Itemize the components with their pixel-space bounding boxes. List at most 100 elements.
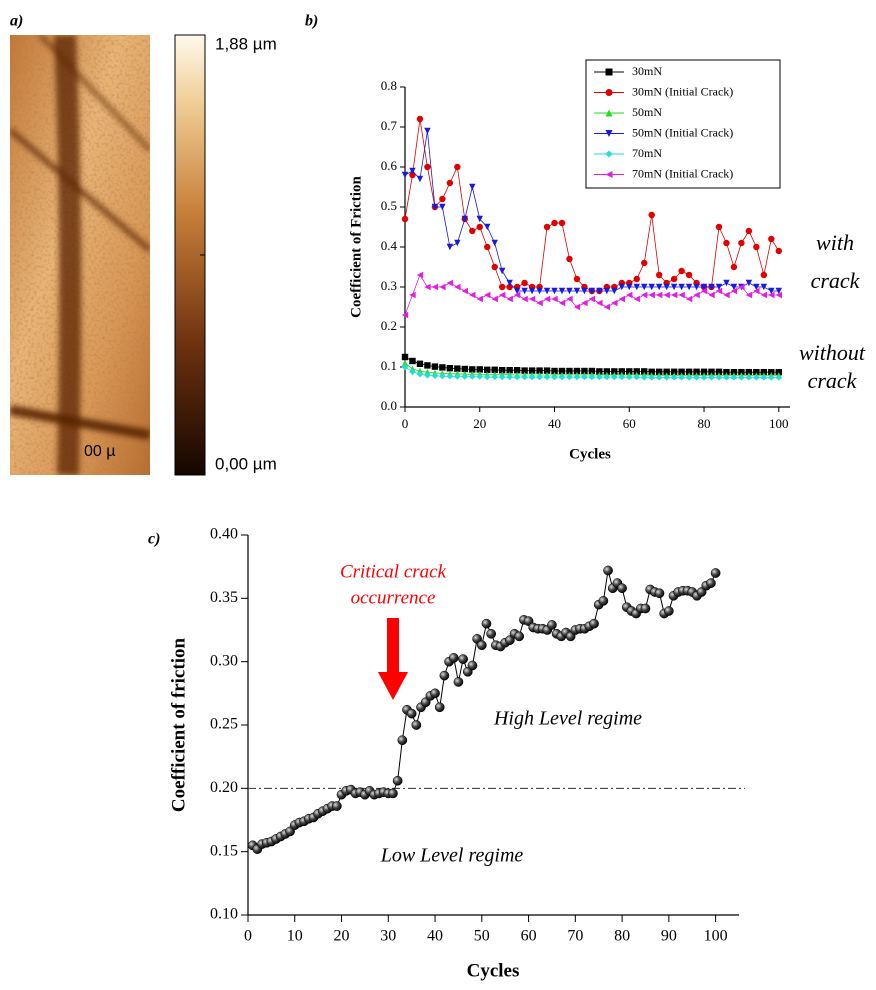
marker — [331, 801, 342, 811]
marker — [611, 299, 618, 307]
marker — [581, 373, 588, 381]
y-tick-label: 0.3 — [381, 278, 397, 293]
marker — [439, 373, 446, 380]
panel-label: b) — [305, 13, 318, 30]
x-tick-label: 60 — [623, 416, 636, 431]
x-tick-label: 50 — [474, 928, 490, 945]
afm-image — [10, 35, 150, 475]
marker — [430, 688, 440, 699]
marker — [439, 364, 446, 371]
marker — [424, 163, 431, 171]
marker — [446, 179, 454, 187]
marker — [598, 596, 609, 606]
x-tick-label: 30 — [380, 928, 396, 945]
marker — [723, 291, 730, 299]
marker — [670, 368, 678, 375]
marker — [401, 311, 409, 319]
marker — [605, 89, 613, 96]
marker — [573, 373, 581, 381]
marker — [685, 283, 693, 291]
marker — [424, 372, 431, 379]
marker — [469, 183, 476, 191]
marker — [416, 175, 424, 183]
marker — [605, 109, 613, 117]
marker — [476, 366, 483, 373]
marker — [513, 367, 521, 374]
marker — [513, 287, 521, 295]
marker — [596, 373, 603, 381]
marker — [528, 287, 536, 295]
marker — [678, 368, 685, 375]
marker — [424, 283, 431, 291]
marker — [491, 366, 498, 373]
marker — [663, 368, 670, 375]
marker — [566, 287, 573, 295]
marker — [626, 368, 633, 375]
y-axis-title: Coefficient of Friction — [348, 176, 364, 318]
marker — [558, 287, 566, 295]
marker — [633, 295, 640, 303]
marker — [434, 702, 445, 713]
marker — [439, 670, 450, 681]
x-tick-label: 20 — [473, 416, 486, 431]
x-tick-label: 80 — [698, 416, 711, 431]
marker — [486, 628, 497, 639]
marker — [416, 271, 424, 279]
legend-label: 30mN — [632, 64, 662, 78]
marker — [685, 368, 693, 375]
marker — [498, 291, 506, 299]
marker — [640, 603, 651, 614]
marker — [768, 235, 775, 243]
x-tick-label: 40 — [548, 416, 561, 431]
marker — [730, 374, 738, 381]
marker — [409, 171, 416, 179]
marker — [678, 374, 685, 381]
marker — [663, 291, 670, 299]
marker — [685, 374, 693, 381]
y-tick-label: 0.5 — [381, 198, 397, 213]
marker — [551, 219, 558, 227]
marker — [521, 279, 528, 287]
marker — [611, 373, 618, 381]
marker — [528, 295, 536, 303]
marker — [392, 775, 403, 786]
marker — [543, 295, 551, 303]
y-tick-label: 0.8 — [381, 78, 397, 93]
marker — [454, 365, 461, 372]
marker — [476, 295, 483, 303]
panel-label: c) — [148, 531, 160, 548]
marker — [409, 357, 416, 365]
marker — [476, 223, 483, 231]
marker — [730, 283, 738, 291]
marker — [708, 283, 715, 291]
marker — [633, 373, 640, 381]
x-tick-label: 80 — [614, 928, 630, 945]
marker — [633, 283, 640, 291]
marker — [454, 373, 461, 380]
marker — [708, 374, 715, 381]
marker — [491, 373, 498, 381]
x-tick-label: 90 — [661, 928, 677, 945]
marker — [558, 299, 566, 307]
marker — [670, 275, 678, 283]
marker — [753, 287, 760, 295]
marker — [588, 373, 596, 381]
marker — [605, 150, 613, 158]
marker — [521, 367, 528, 374]
marker — [648, 283, 655, 291]
marker — [648, 291, 655, 299]
marker — [715, 287, 723, 295]
marker — [551, 373, 558, 381]
marker — [467, 660, 478, 671]
marker — [573, 287, 581, 295]
panel-label: a) — [10, 13, 23, 30]
x-tick-label: 10 — [287, 928, 303, 945]
marker — [775, 287, 782, 295]
marker — [506, 367, 513, 374]
marker — [745, 279, 753, 287]
marker — [543, 367, 551, 374]
marker — [596, 299, 603, 307]
marker — [605, 171, 613, 178]
marker — [603, 303, 611, 311]
marker — [416, 371, 424, 378]
